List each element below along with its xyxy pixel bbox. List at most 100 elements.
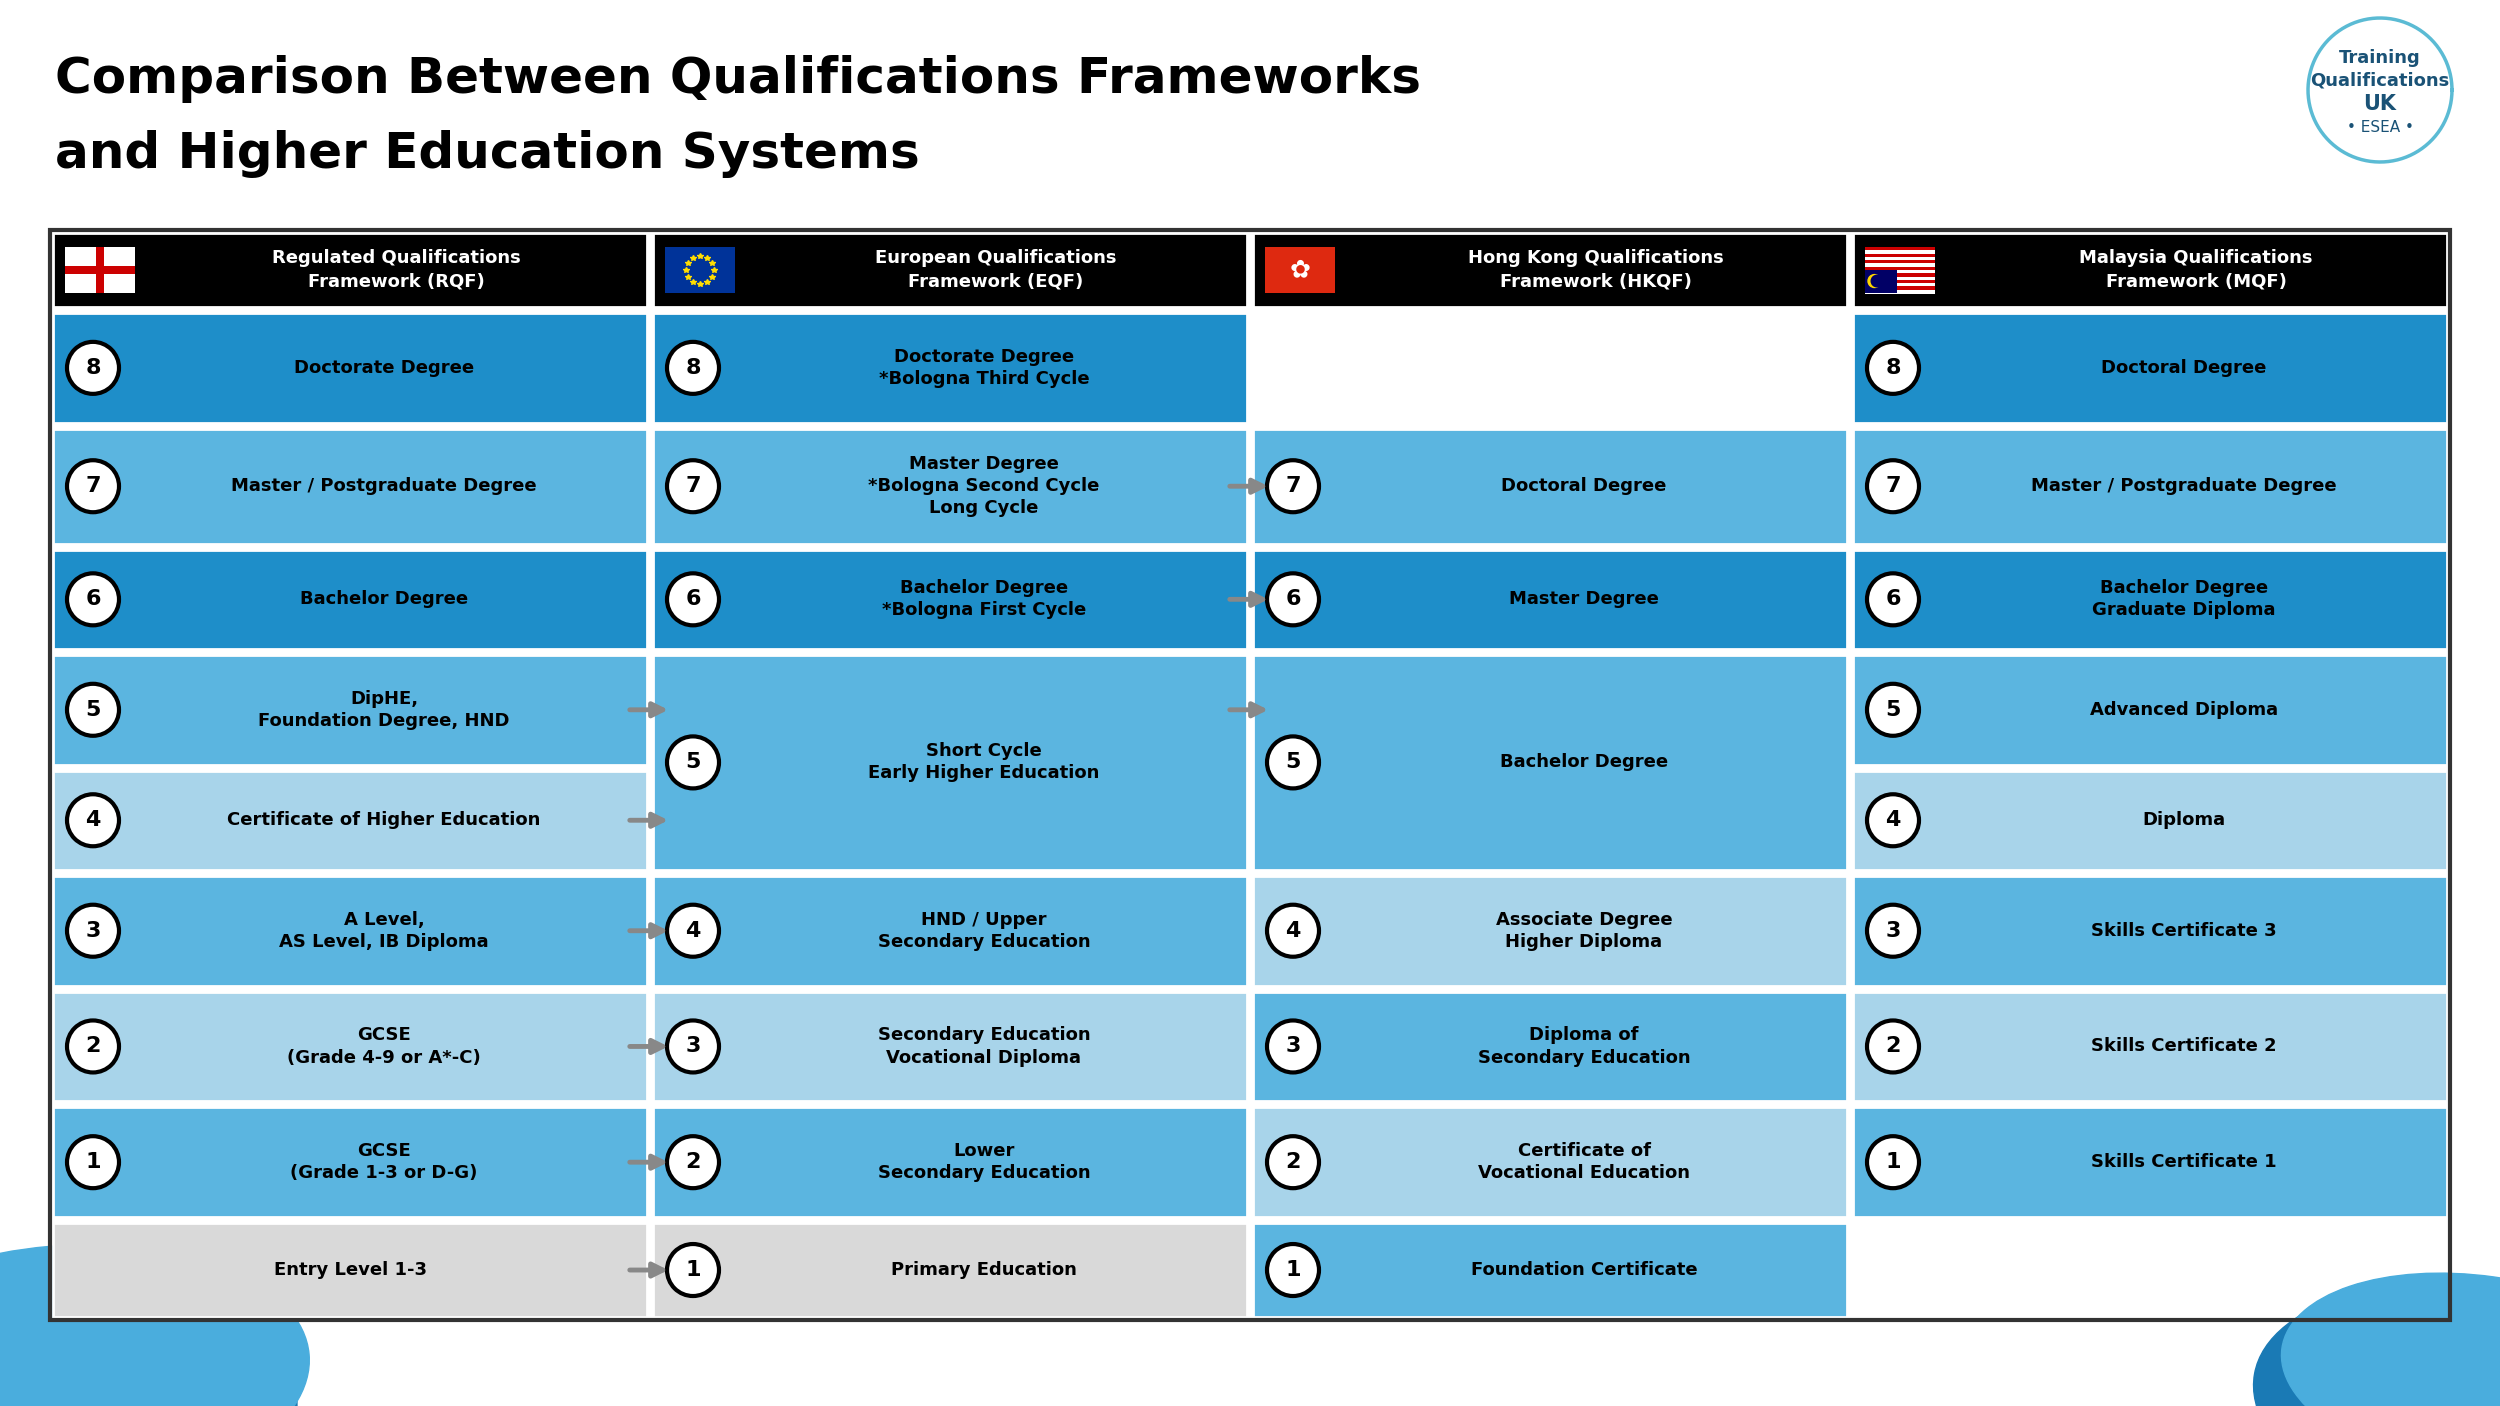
Text: Lower
Secondary Education: Lower Secondary Education — [878, 1142, 1090, 1182]
FancyBboxPatch shape — [1252, 233, 1848, 307]
Circle shape — [68, 460, 120, 512]
Text: 8: 8 — [685, 359, 700, 378]
Text: 1: 1 — [1285, 1260, 1300, 1279]
Text: 7: 7 — [1885, 477, 1900, 496]
FancyBboxPatch shape — [1252, 550, 1848, 650]
Bar — [1865, 270, 1935, 274]
Text: Advanced Diploma: Advanced Diploma — [2090, 700, 2278, 718]
Circle shape — [68, 342, 120, 394]
Text: Skills Certificate 1: Skills Certificate 1 — [2090, 1153, 2278, 1171]
Text: Bachelor Degree
Graduate Diploma: Bachelor Degree Graduate Diploma — [2092, 579, 2275, 620]
FancyBboxPatch shape — [1252, 429, 1848, 544]
Text: Master / Postgraduate Degree: Master / Postgraduate Degree — [2030, 477, 2338, 495]
Text: 3: 3 — [1285, 1036, 1300, 1056]
FancyBboxPatch shape — [652, 233, 1248, 307]
Bar — [65, 247, 135, 292]
Text: Primary Education: Primary Education — [890, 1261, 1078, 1279]
Circle shape — [668, 460, 720, 512]
Circle shape — [1868, 1136, 1920, 1188]
Text: Comparison Between Qualifications Frameworks: Comparison Between Qualifications Framew… — [55, 55, 1420, 103]
Text: 8: 8 — [85, 359, 100, 378]
Text: 4: 4 — [1285, 921, 1300, 941]
FancyBboxPatch shape — [1852, 550, 2448, 650]
Circle shape — [1868, 683, 1920, 735]
Text: Entry Level 1-3: Entry Level 1-3 — [272, 1261, 428, 1279]
Text: Foundation Certificate: Foundation Certificate — [1470, 1261, 1698, 1279]
Bar — [1865, 290, 1935, 294]
Circle shape — [68, 1136, 120, 1188]
Circle shape — [68, 683, 120, 735]
Text: 8: 8 — [1885, 359, 1900, 378]
Text: Doctoral Degree: Doctoral Degree — [1502, 477, 1668, 495]
Circle shape — [1868, 342, 1920, 394]
FancyBboxPatch shape — [1252, 876, 1848, 986]
Bar — [95, 247, 105, 292]
Text: and Higher Education Systems: and Higher Education Systems — [55, 129, 920, 179]
Bar — [1865, 247, 1935, 250]
Text: 2: 2 — [1285, 1152, 1300, 1173]
Circle shape — [1870, 276, 1882, 287]
Circle shape — [1268, 460, 1320, 512]
Text: Bachelor Degree
*Bologna First Cycle: Bachelor Degree *Bologna First Cycle — [882, 579, 1085, 620]
FancyBboxPatch shape — [52, 655, 648, 765]
Text: Secondary Education
Vocational Diploma: Secondary Education Vocational Diploma — [878, 1026, 1090, 1067]
FancyBboxPatch shape — [652, 876, 1248, 986]
Circle shape — [2310, 20, 2450, 160]
Bar — [1865, 287, 1935, 290]
FancyBboxPatch shape — [1852, 655, 2448, 765]
Ellipse shape — [2282, 1274, 2500, 1406]
Ellipse shape — [2252, 1278, 2500, 1406]
Circle shape — [668, 1021, 720, 1073]
Text: 4: 4 — [1885, 810, 1900, 831]
Text: 6: 6 — [85, 589, 100, 609]
FancyBboxPatch shape — [1852, 876, 2448, 986]
Text: ✿: ✿ — [1290, 257, 1310, 283]
Bar — [1865, 280, 1935, 284]
Circle shape — [68, 1021, 120, 1073]
Circle shape — [1268, 904, 1320, 956]
FancyBboxPatch shape — [652, 314, 1248, 423]
Circle shape — [1868, 574, 1920, 626]
Bar — [1865, 273, 1935, 277]
Text: A Level,
AS Level, IB Diploma: A Level, AS Level, IB Diploma — [280, 911, 490, 950]
Text: UK: UK — [2362, 94, 2398, 114]
Text: Malaysia Qualifications
Framework (MQF): Malaysia Qualifications Framework (MQF) — [2080, 249, 2312, 291]
FancyBboxPatch shape — [652, 429, 1248, 544]
Text: 1: 1 — [685, 1260, 700, 1279]
Text: 1: 1 — [85, 1152, 100, 1173]
Circle shape — [1868, 274, 1880, 287]
FancyBboxPatch shape — [52, 1108, 648, 1218]
Text: 6: 6 — [685, 589, 700, 609]
Text: Skills Certificate 3: Skills Certificate 3 — [2090, 922, 2278, 939]
Circle shape — [68, 574, 120, 626]
Circle shape — [1868, 1021, 1920, 1073]
Text: DipHE,
Foundation Degree, HND: DipHE, Foundation Degree, HND — [258, 690, 510, 730]
Bar — [1865, 260, 1935, 264]
Text: 7: 7 — [685, 477, 700, 496]
FancyBboxPatch shape — [1852, 770, 2448, 870]
Text: Hong Kong Qualifications
Framework (HKQF): Hong Kong Qualifications Framework (HKQF… — [1468, 249, 1725, 291]
Text: 2: 2 — [85, 1036, 100, 1056]
Text: GCSE
(Grade 1-3 or D-G): GCSE (Grade 1-3 or D-G) — [290, 1142, 478, 1182]
FancyBboxPatch shape — [52, 1223, 648, 1317]
Text: 4: 4 — [85, 810, 100, 831]
FancyBboxPatch shape — [1852, 991, 2448, 1101]
Text: Doctorate Degree: Doctorate Degree — [295, 359, 475, 377]
Text: Diploma: Diploma — [2142, 811, 2225, 830]
Text: Diploma of
Secondary Education: Diploma of Secondary Education — [1478, 1026, 1690, 1067]
Circle shape — [668, 737, 720, 789]
Text: 7: 7 — [85, 477, 100, 496]
FancyBboxPatch shape — [652, 991, 1248, 1101]
Text: Training: Training — [2340, 49, 2420, 67]
Circle shape — [1268, 574, 1320, 626]
Text: European Qualifications
Framework (EQF): European Qualifications Framework (EQF) — [875, 249, 1118, 291]
FancyBboxPatch shape — [52, 876, 648, 986]
Bar — [1865, 267, 1935, 270]
Bar — [1865, 253, 1935, 257]
Text: Bachelor Degree: Bachelor Degree — [1500, 754, 1668, 772]
FancyBboxPatch shape — [52, 770, 648, 870]
Text: Doctorate Degree
*Bologna Third Cycle: Doctorate Degree *Bologna Third Cycle — [878, 347, 1090, 388]
Text: 4: 4 — [685, 921, 700, 941]
FancyBboxPatch shape — [1252, 1108, 1848, 1218]
FancyBboxPatch shape — [52, 233, 648, 307]
